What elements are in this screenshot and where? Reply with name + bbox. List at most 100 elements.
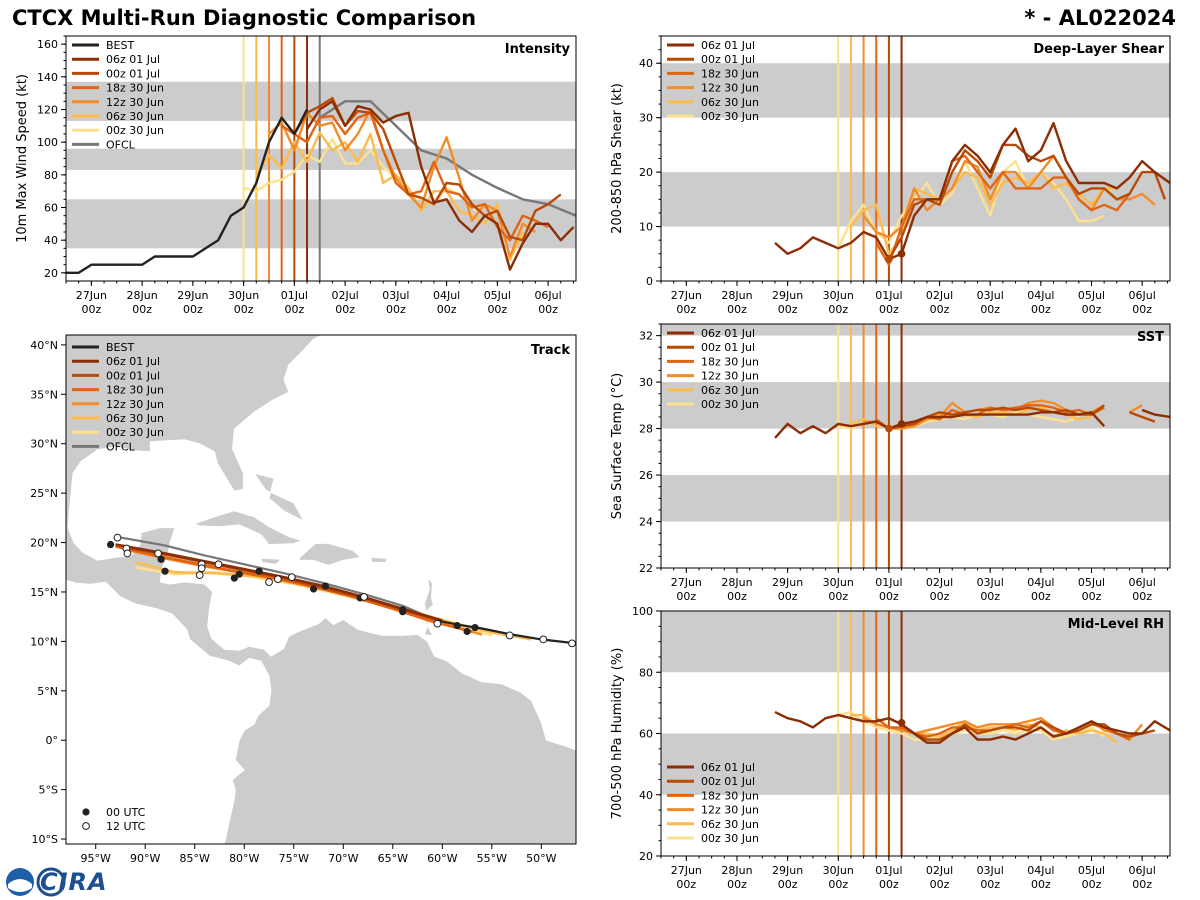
chart-title: SST [1137, 330, 1164, 345]
y-axis-label: 10m Max Wind Speed (kt) [15, 74, 30, 243]
threshold-band [661, 324, 1170, 336]
track-point-00utc [106, 540, 115, 549]
map-area [66, 335, 576, 844]
y-tick-label: 20°N [30, 537, 58, 550]
islands-bahamas [253, 472, 305, 522]
cira-ring-icon [36, 867, 66, 897]
x-tick-hour: 00z [1082, 878, 1102, 891]
x-tick-day: 30Jun [823, 289, 854, 302]
x-tick-label: 70°W [328, 852, 358, 865]
y-tick-label: 35°N [30, 388, 58, 401]
axes-frame [660, 323, 1171, 569]
chart-intensity: 2040608010012014016027Jun00z28Jun00z29Ju… [15, 35, 577, 316]
x-tick-day: 06Jul [1129, 576, 1156, 589]
y-tick-label: 40 [639, 789, 653, 802]
chart-sst: 22242628303227Jun00z28Jun00z29Jun00z30Ju… [610, 323, 1171, 603]
legend-label: 18z 30 Jun [701, 355, 759, 368]
track-point-12utc [505, 631, 514, 640]
cira-logo-text: CIRA [40, 868, 108, 896]
track-point-12utc [214, 560, 223, 569]
chart-title: Intensity [505, 42, 571, 57]
track-point-00utc [235, 570, 243, 578]
legend-label: 18z 30 Jun [106, 384, 164, 397]
x-tick-day: 30Jun [823, 864, 854, 877]
x-tick-hour: 00z [778, 303, 798, 316]
track-point-00utc [309, 585, 318, 593]
track-point-12utc [287, 573, 296, 582]
legend-label: 12z 30 Jun [701, 370, 759, 383]
legend-label: 00z 30 Jun [106, 426, 164, 439]
x-tick-day: 06Jul [534, 289, 561, 302]
x-tick-day: 04Jul [433, 289, 460, 302]
x-tick-hour: 00z [81, 303, 101, 316]
x-tick-day: 27Jun [671, 289, 702, 302]
track-point-12utc [433, 619, 442, 628]
track-line [115, 543, 443, 622]
x-tick-hour: 00z [437, 303, 457, 316]
x-tick-hour: 00z [778, 878, 798, 891]
x-tick-day: 04Jul [1027, 576, 1054, 589]
x-tick-day: 05Jul [484, 289, 511, 302]
plot-area [661, 324, 1170, 568]
threshold-band [661, 475, 1170, 522]
legend-label: 06z 01 Jul [701, 761, 755, 774]
legend-label: 06z 30 Jun [701, 818, 759, 831]
y-tick-label: 30°N [30, 438, 58, 451]
x-tick-day: 01Jul [875, 289, 902, 302]
x-tick-day: 03Jul [977, 576, 1004, 589]
legend-label: 06z 30 Jun [701, 96, 759, 109]
x-tick-hour: 00z [980, 878, 1000, 891]
x-tick-label: 55°W [477, 852, 507, 865]
x-tick-hour: 00z [727, 303, 747, 316]
x-tick-day: 29Jun [177, 289, 208, 302]
plot-area [661, 611, 1170, 856]
y-tick-label: 10°S [32, 833, 58, 846]
x-tick-hour: 00z [1082, 303, 1102, 316]
x-tick-day: 30Jun [823, 576, 854, 589]
island-cuba [193, 510, 303, 545]
threshold-band [66, 81, 576, 121]
legend-label: 00z 30 Jun [701, 398, 759, 411]
track-point-12utc [568, 639, 576, 648]
x-tick-hour: 00z [828, 590, 848, 603]
series-line [255, 131, 524, 261]
legend-label: BEST [106, 341, 134, 354]
y-tick-label: 10 [639, 221, 653, 234]
legend-label: 06z 01 Jul [701, 327, 755, 340]
legend-label: 00z 30 Jun [701, 110, 759, 123]
x-tick-hour: 00z [828, 303, 848, 316]
series-line [319, 100, 576, 217]
x-tick-day: 01Jul [875, 576, 902, 589]
x-tick-day: 02Jul [926, 864, 953, 877]
x-tick-hour: 00z [727, 590, 747, 603]
threshold-band [661, 611, 1170, 673]
y-tick-label: 20 [639, 850, 653, 863]
track-point-12utc [113, 533, 122, 542]
threshold-band [66, 199, 576, 249]
x-tick-label: 95°W [81, 852, 111, 865]
y-axis-label: Sea Surface Temp (°C) [610, 373, 625, 520]
chart-shear: 01020304027Jun00z28Jun00z29Jun00z30Jun00… [610, 35, 1171, 316]
islands-lesser-antilles [423, 576, 434, 636]
legend-label: 00z 01 Jul [106, 369, 160, 382]
legend-label: 00z 01 Jul [701, 775, 755, 788]
x-tick-label: 50°W [526, 852, 556, 865]
track-point-12utc [195, 571, 204, 580]
y-axis-label: 700-500 hPa Humidity (%) [610, 648, 625, 820]
x-tick-day: 27Jun [76, 289, 107, 302]
y-tick-label: 80 [639, 666, 653, 679]
x-tick-hour: 00z [234, 303, 254, 316]
y-tick-label: 32 [639, 330, 653, 343]
series-line [305, 100, 575, 271]
x-tick-day: 06Jul [1129, 864, 1156, 877]
x-tick-day: 03Jul [977, 864, 1004, 877]
x-tick-day: 30Jun [228, 289, 259, 302]
threshold-band [661, 63, 1170, 118]
y-tick-label: 160 [37, 38, 58, 51]
legend-label: 12z 30 Jun [701, 804, 759, 817]
track-point-00utc [230, 574, 238, 582]
chart-title: Track [531, 343, 570, 358]
x-tick-day: 01Jul [875, 864, 902, 877]
x-tick-hour: 00z [676, 878, 696, 891]
